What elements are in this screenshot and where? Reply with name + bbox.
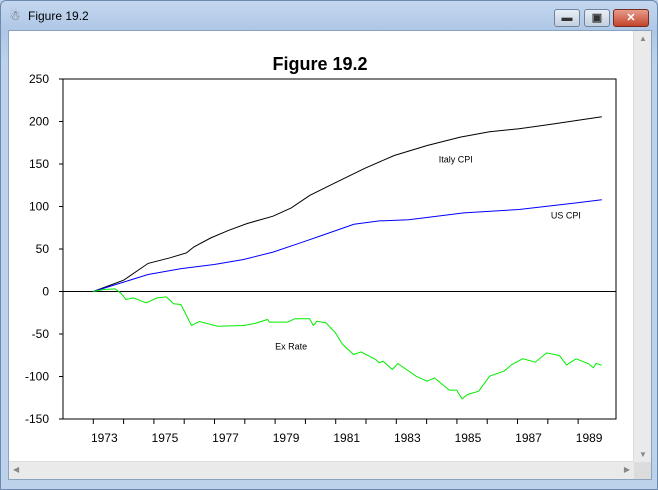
minimize-button[interactable]: ▬ [554,9,580,27]
y-tick-label: 50 [36,242,50,256]
scrollbar-corner [634,462,651,479]
scroll-down-icon[interactable]: ▼ [639,450,647,459]
series-line-ex-rate [93,288,602,400]
figure-app-icon: ☃ [9,8,21,23]
title-bar[interactable]: ☃ Figure 19.2 ▬ ▣ ✕ [1,1,657,29]
y-tick-label: 100 [29,200,49,214]
x-tick-label: 1983 [394,431,421,445]
window-title: Figure 19.2 [28,9,89,23]
x-tick-label: 1981 [333,431,360,445]
minimize-icon: ▬ [561,12,573,24]
maximize-button[interactable]: ▣ [584,9,610,27]
scroll-left-icon[interactable]: ◀ [13,465,20,474]
x-tick-label: 1989 [576,431,603,445]
close-button[interactable]: ✕ [613,9,649,27]
x-tick-label: 1987 [515,431,542,445]
y-tick-label: 200 [29,115,49,129]
y-tick-label: -150 [25,412,49,426]
series-line-italy-cpi [93,116,602,292]
series-label: Ex Rate [275,341,307,351]
y-tick-label: 0 [42,285,49,299]
x-tick-label: 1979 [273,431,300,445]
y-tick-label: 150 [29,157,49,171]
x-tick-label: 1985 [455,431,482,445]
x-tick-label: 1975 [152,431,179,445]
horizontal-scrollbar[interactable]: ◀ ▶ [9,461,634,479]
series-label: Italy CPI [439,154,473,164]
scroll-up-icon[interactable]: ▲ [639,34,647,43]
series-line-us-cpi [93,199,602,292]
y-tick-label: 250 [29,72,49,86]
vertical-scrollbar[interactable]: ▲ ▼ [633,31,651,462]
y-tick-label: -50 [32,327,50,341]
x-tick-label: 1977 [212,431,239,445]
maximize-icon: ▣ [591,12,603,24]
chart-title: Figure 19.2 [272,54,367,74]
y-tick-label: -100 [25,370,49,384]
plot-frame [62,78,617,420]
scroll-right-icon[interactable]: ▶ [623,465,630,474]
close-icon: ✕ [626,12,636,24]
figure-canvas: ▲ ▼ ◀ ▶ [8,30,652,480]
x-tick-label: 1973 [91,431,118,445]
series-label: US CPI [551,210,581,220]
